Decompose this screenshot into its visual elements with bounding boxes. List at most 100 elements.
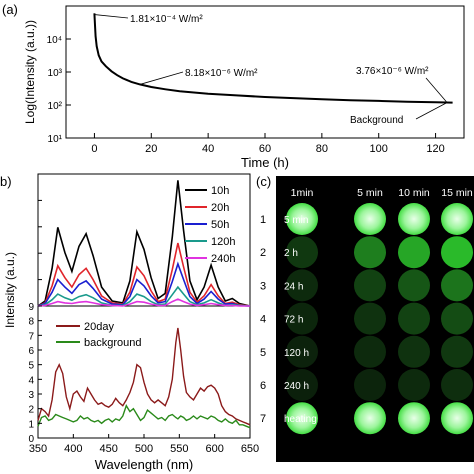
well-row-number: 1 [260, 214, 266, 226]
panel-b-x-ticks: 350 400 450 500 550 600 650 [29, 434, 259, 455]
panel-a-x-ticks: 0 20 40 60 80 100 120 [91, 133, 445, 155]
panel-a-annotation: 3.76×10⁻⁶ W/m² [356, 66, 429, 77]
well [286, 269, 318, 302]
panel-b-bottom-legend: 20day background [56, 321, 142, 349]
panel-b-x-tick-label: 400 [64, 443, 82, 455]
well-column-label: 15 min [441, 187, 473, 199]
panel-a-annotation: 8.18×10⁻⁶ W/m² [185, 68, 258, 79]
legend-label: 20day [84, 321, 114, 333]
well [398, 302, 430, 335]
panel-a-y-ticks: 10¹ 10² 10³ 10⁴ [47, 35, 71, 145]
legend-label: 20h [211, 202, 229, 214]
well [286, 203, 318, 235]
panel-b-x-tick-label: 450 [99, 443, 117, 455]
legend-label: 10h [211, 185, 229, 197]
panel-b-y-tick-label: 6 [28, 346, 34, 357]
panel-a-x-tick-label: 120 [426, 143, 444, 155]
panel-b-x-tick-label: 600 [205, 443, 223, 455]
panel-a-xlabel: Time (h) [241, 155, 289, 170]
panel-b-y-tick-label: 9 [28, 302, 34, 313]
legend-label: 50h [211, 219, 229, 231]
well [441, 302, 473, 335]
well-column-label: 10 min [398, 187, 430, 199]
series-background [37, 404, 251, 429]
series-50h [37, 261, 251, 307]
panel-a-x-tick-label: 40 [202, 143, 214, 155]
well [286, 335, 318, 368]
well [286, 236, 318, 269]
well-row-label: heating [284, 414, 317, 425]
well [354, 269, 386, 302]
well [354, 369, 386, 401]
well [398, 335, 430, 368]
well-row-number: 7 [260, 413, 266, 425]
panel-a-annotation: 1.81×10⁻⁴ W/m² [130, 14, 203, 25]
well [354, 203, 386, 235]
panel-a-annotations: 1.81×10⁻⁴ W/m² 8.18×10⁻⁶ W/m² 3.76×10⁻⁶ W/… [94, 14, 448, 126]
well [286, 402, 318, 435]
well-row-label: 240 h [284, 381, 309, 392]
panel-a-x-tick-label: 60 [259, 143, 271, 155]
panel-a-chart: (a) Log(Intensity (a.u.)) Time (h) 10¹10… [2, 2, 465, 170]
well [398, 269, 430, 302]
well [441, 369, 473, 401]
panel-a-x-tick-label: 100 [370, 143, 388, 155]
well [286, 369, 318, 401]
panel-b-top-legend: 10h 20h 50h 120h 240h [185, 185, 235, 265]
panel-a-y-tick-label: 10¹ [48, 134, 63, 145]
panel-b-x-tick-label: 500 [135, 443, 153, 455]
panel-b-y-tick-label: 2 [28, 405, 34, 416]
panel-b-x-tick-label: 550 [170, 443, 188, 455]
well [441, 269, 473, 302]
panel-c-label: (c) [256, 174, 271, 189]
panel-b-y-tick-label: 8 [28, 317, 34, 328]
panel-b-y-tick-label: 0 [28, 434, 34, 445]
panel-a-y-tick-label: 10³ [48, 68, 63, 79]
legend-label: 120h [211, 236, 235, 248]
panel-b-y-tick-label: 4 [28, 375, 34, 386]
well-row-number: 5 [260, 347, 266, 359]
panel-a-x-tick-label: 20 [145, 143, 157, 155]
panel-a-y-tick-label: 10² [48, 101, 63, 112]
well [441, 236, 473, 269]
panel-a-y-tick-label: 10⁴ [47, 35, 62, 46]
well [441, 335, 473, 368]
panel-b-xlabel: Wavelength (nm) [95, 457, 194, 472]
panel-a-annotation-arrow [415, 102, 448, 120]
panel-a-annotation-arrow [425, 77, 448, 103]
well [398, 402, 430, 435]
well [354, 402, 386, 435]
panel-a-series [93, 13, 453, 104]
series-10h [37, 180, 251, 307]
well-row-number: 6 [260, 380, 266, 392]
panel-a-x-tick-label: 0 [91, 143, 97, 155]
panel-a-annotation: Background [350, 115, 403, 126]
panel-b-y-tick-label: 3 [28, 390, 34, 401]
decay-curve [93, 13, 453, 104]
well-row-label: 120 h [284, 348, 309, 359]
panel-b-y-tick-label: 7 [28, 331, 34, 342]
well [441, 203, 473, 235]
well-row-number: 3 [260, 280, 266, 292]
panel-b-y-tick-label: 1 [28, 419, 34, 430]
well-column-label: 5 min [357, 187, 383, 199]
well [398, 203, 430, 235]
series-20h [37, 242, 251, 307]
panel-a-x-tick-label: 80 [316, 143, 328, 155]
well [441, 402, 473, 435]
legend-label: 240h [211, 253, 235, 265]
well-row-number: 2 [260, 247, 266, 259]
panel-b-bottom-series [37, 327, 251, 429]
panel-b-ylabel: Intensity (a.u.) [3, 252, 17, 328]
legend-label: background [84, 337, 142, 349]
panel-b-x-tick-label: 350 [29, 443, 47, 455]
well-row-label: 24 h [284, 281, 303, 292]
well [286, 302, 318, 335]
well-column-label: 1min [291, 187, 314, 199]
panel-b-top-series [37, 180, 251, 307]
well [354, 302, 386, 335]
panel-a-ylabel: Log(Intensity (a.u.)) [23, 20, 37, 124]
panel-b-chart: b) Intensity (a.u.) Wavelength (nm) 10h 2… [0, 173, 259, 472]
